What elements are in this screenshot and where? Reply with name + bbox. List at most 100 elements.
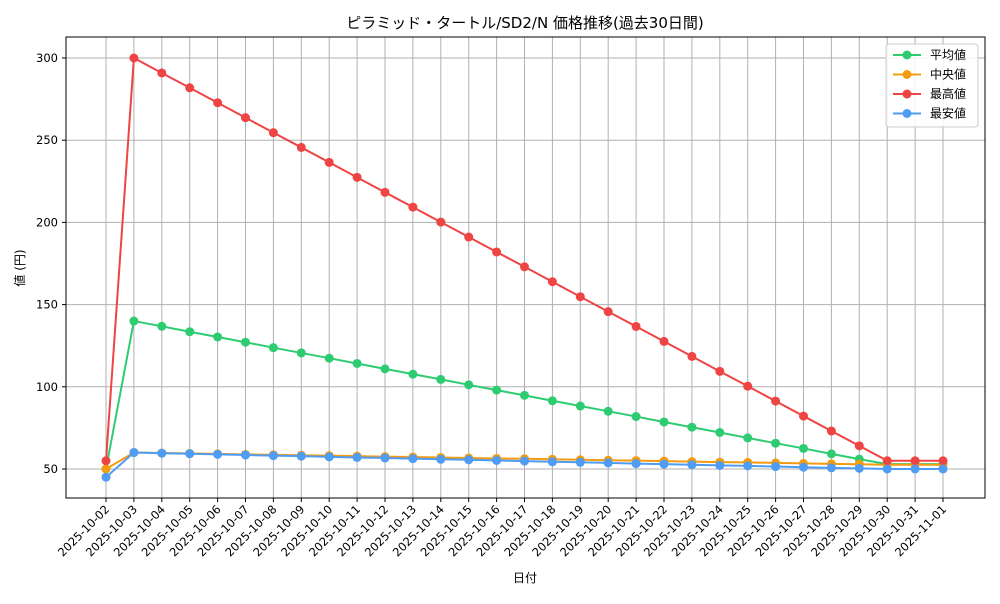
data-point (268, 451, 278, 461)
data-point (547, 277, 557, 287)
data-point (157, 68, 167, 78)
legend-label: 平均値 (930, 47, 966, 62)
data-point (575, 457, 585, 467)
data-point (687, 422, 697, 432)
data-point (241, 337, 250, 347)
data-point (213, 449, 223, 459)
data-point (380, 453, 390, 463)
data-point (296, 348, 306, 358)
y-tick-label: 250 (36, 133, 58, 147)
data-point (436, 454, 446, 464)
data-point (129, 316, 139, 326)
data-point (547, 457, 557, 467)
data-point (492, 455, 502, 465)
data-point (241, 450, 250, 460)
data-point (687, 351, 697, 361)
data-point (520, 456, 529, 466)
legend-marker (902, 70, 912, 79)
data-point (603, 458, 613, 468)
data-point (492, 385, 502, 395)
y-tick-label: 150 (36, 298, 58, 312)
legend-label: 最高値 (930, 86, 966, 101)
data-point (408, 369, 418, 379)
data-point (380, 364, 390, 374)
data-point (268, 128, 278, 138)
data-point (547, 396, 557, 406)
data-point (799, 443, 808, 453)
y-tick-label: 200 (36, 215, 58, 229)
data-point (910, 456, 920, 466)
data-point (631, 412, 641, 422)
data-point (324, 452, 334, 462)
data-point (296, 451, 306, 461)
x-axis-label: 日付 (513, 571, 537, 585)
data-point (464, 455, 474, 465)
data-point (882, 456, 892, 466)
data-point (213, 332, 223, 342)
data-point (380, 187, 390, 197)
data-point (464, 380, 474, 390)
data-point (352, 452, 362, 462)
data-point (687, 460, 697, 470)
data-point (715, 428, 725, 438)
data-point (826, 463, 836, 473)
data-point (185, 449, 195, 459)
data-point (241, 113, 250, 123)
legend-label: 最安値 (930, 106, 966, 121)
data-point (603, 307, 613, 317)
legend-label: 中央値 (930, 67, 966, 82)
data-point (799, 462, 808, 472)
data-point (157, 448, 167, 458)
data-point (743, 381, 753, 391)
data-point (659, 336, 669, 346)
data-point (464, 232, 474, 242)
data-point (631, 321, 641, 331)
data-point (826, 449, 836, 459)
data-point (743, 433, 753, 443)
data-point (408, 202, 418, 212)
data-point (101, 464, 111, 474)
y-axis-label: 値 (円) (12, 249, 27, 286)
data-point (352, 358, 362, 368)
data-point (826, 426, 836, 436)
data-point (715, 460, 725, 470)
data-point (492, 247, 502, 257)
data-point (938, 456, 948, 466)
data-point (520, 262, 529, 272)
series-layer (101, 53, 948, 482)
series-line (101, 448, 948, 482)
data-point (603, 406, 613, 416)
data-point (185, 83, 195, 93)
data-point (659, 459, 669, 469)
data-point (101, 456, 111, 466)
data-point (520, 390, 529, 400)
data-point (854, 441, 864, 451)
x-axis-ticks: 2025-10-022025-10-032025-10-042025-10-05… (55, 498, 949, 559)
data-point (575, 401, 585, 411)
data-point (129, 448, 139, 458)
y-tick-label: 300 (36, 51, 58, 65)
data-point (352, 172, 362, 182)
data-point (436, 217, 446, 227)
legend-box (885, 43, 979, 128)
data-point (324, 353, 334, 363)
data-point (743, 461, 753, 471)
data-point (659, 417, 669, 427)
legend-marker (902, 89, 912, 99)
data-point (436, 374, 446, 384)
data-point (771, 396, 781, 406)
data-point (854, 463, 864, 473)
data-point (715, 366, 725, 376)
data-point (296, 142, 306, 152)
data-point (882, 464, 892, 474)
data-point (324, 157, 334, 167)
data-point (938, 464, 948, 474)
data-point (771, 462, 781, 472)
y-tick-label: 100 (36, 380, 58, 394)
series-line (101, 53, 948, 466)
data-point (157, 321, 167, 331)
axes-frame (65, 36, 986, 499)
